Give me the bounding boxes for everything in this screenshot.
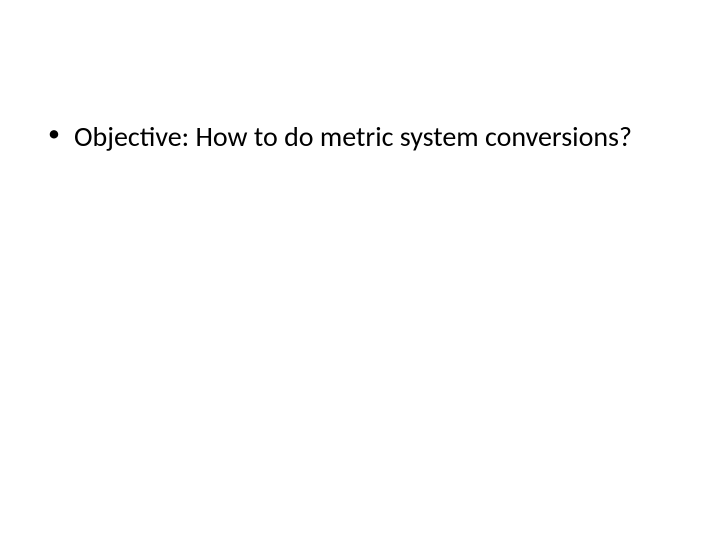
slide-content-area: Objective: How to do metric system conve… — [42, 120, 660, 154]
bullet-item: Objective: How to do metric system conve… — [42, 120, 660, 154]
bullet-text: Objective: How to do metric system conve… — [74, 119, 632, 154]
bullet-list: Objective: How to do metric system conve… — [42, 120, 660, 154]
